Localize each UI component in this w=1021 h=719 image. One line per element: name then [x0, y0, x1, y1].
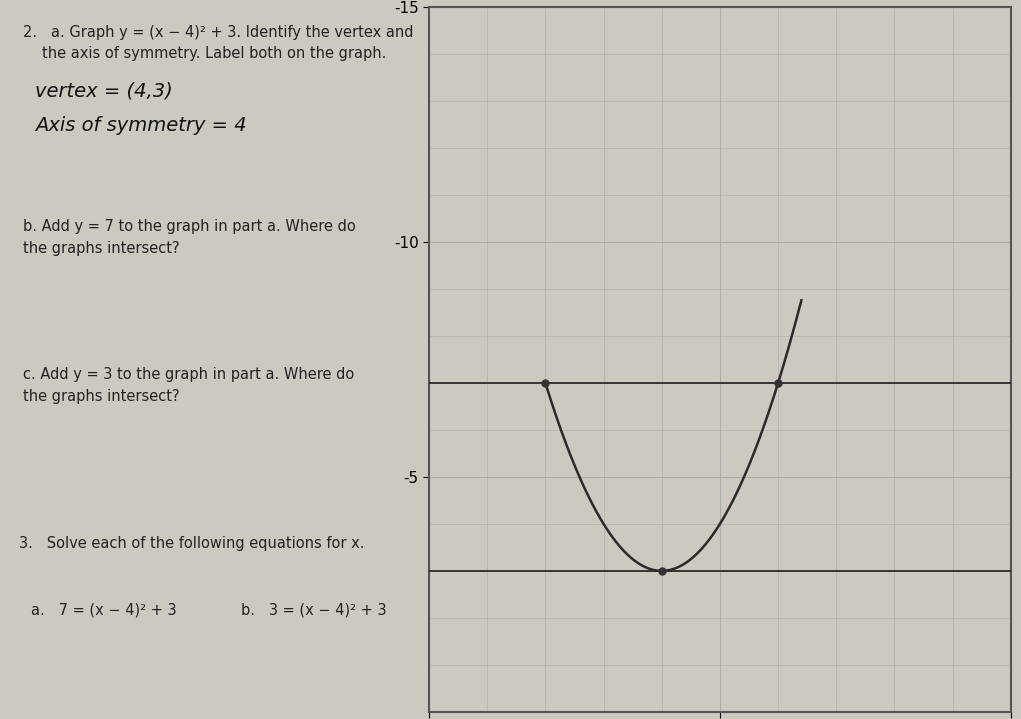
Text: Axis of symmetry = 4: Axis of symmetry = 4: [36, 116, 247, 135]
Text: vertex = (4,3): vertex = (4,3): [36, 81, 174, 100]
Text: 2.   a. Graph y = (x − 4)² + 3. Identify the vertex and: 2. a. Graph y = (x − 4)² + 3. Identify t…: [22, 25, 414, 40]
Text: 3.   Solve each of the following equations for x.: 3. Solve each of the following equations…: [18, 536, 364, 551]
Text: c. Add y = 3 to the graph in part a. Where do: c. Add y = 3 to the graph in part a. Whe…: [22, 367, 354, 382]
Text: a.   7 = (x − 4)² + 3: a. 7 = (x − 4)² + 3: [32, 603, 177, 618]
Text: b.   3 = (x − 4)² + 3: b. 3 = (x − 4)² + 3: [241, 603, 386, 618]
Text: the graphs intersect?: the graphs intersect?: [22, 241, 180, 256]
Text: b. Add y = 7 to the graph in part a. Where do: b. Add y = 7 to the graph in part a. Whe…: [22, 219, 355, 234]
Text: the graphs intersect?: the graphs intersect?: [22, 389, 180, 404]
Text: the axis of symmetry. Label both on the graph.: the axis of symmetry. Label both on the …: [42, 46, 386, 61]
